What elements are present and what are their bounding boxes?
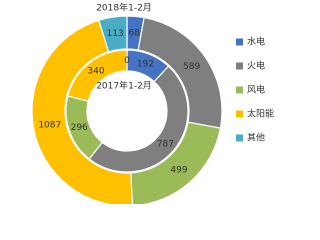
slice — [67, 49, 128, 102]
legend-swatch — [236, 86, 243, 94]
data-label: 589 — [183, 62, 200, 72]
slice — [98, 15, 128, 53]
data-label: 68 — [128, 28, 140, 38]
legend-label: 太阳能 — [247, 108, 274, 120]
data-label: 340 — [87, 67, 104, 77]
legend-swatch — [236, 62, 243, 70]
legend-label: 其他 — [247, 132, 265, 144]
data-label: 113 — [107, 29, 124, 39]
slice — [88, 65, 189, 173]
legend-swatch — [236, 38, 243, 46]
chart: 68 589 499 1087 113 192 787 296 340 0 2018年1-2月 201… — [31, 2, 274, 204]
data-label: 0 — [124, 56, 130, 66]
legend-swatch — [236, 110, 243, 118]
legend-swatch — [236, 134, 243, 142]
data-label: 296 — [71, 123, 88, 133]
legend-label: 风电 — [247, 84, 265, 96]
data-label: 192 — [137, 59, 154, 69]
legend-label: 火电 — [247, 60, 265, 72]
data-label: 787 — [157, 139, 174, 149]
data-label: 1087 — [38, 121, 61, 131]
legend-label: 水电 — [247, 36, 265, 48]
series-label: 2018年1-2月 — [96, 2, 152, 14]
data-label: 499 — [170, 165, 187, 175]
slice — [130, 121, 222, 204]
slice — [31, 19, 134, 204]
series-label: 2017年1-2月 — [96, 80, 152, 92]
